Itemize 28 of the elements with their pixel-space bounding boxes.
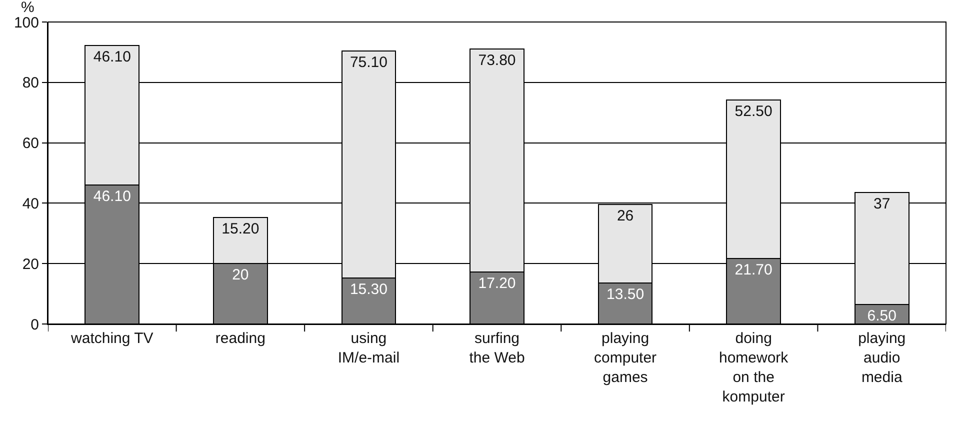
y-tick-label: 0	[30, 316, 39, 334]
data-label: 17.20	[478, 275, 516, 292]
data-label: 75.10	[350, 54, 388, 71]
y-tick-label: 80	[22, 74, 39, 92]
y-tick-label: 60	[22, 135, 39, 152]
x-tick-label: playing audio media	[858, 330, 906, 386]
y-axis-title: %	[21, 0, 34, 16]
data-label: 52.50	[734, 102, 772, 120]
x-tick-label: reading	[215, 330, 266, 347]
x-tick-label: watching TV	[70, 330, 154, 347]
x-tick-label: playing computer games	[594, 330, 657, 386]
data-label: 26	[616, 208, 634, 225]
data-label: 6.50	[867, 307, 896, 324]
data-label: 37	[874, 196, 890, 213]
data-label: 46.10	[93, 188, 131, 205]
data-label: 46.10	[93, 48, 131, 66]
y-tick-label: 20	[22, 256, 39, 273]
data-label: 21.70	[734, 261, 772, 278]
x-tick-label: doing homework on the komputer	[718, 330, 789, 406]
data-label: 73.80	[478, 52, 516, 70]
x-tick-label: using IM/e-mail	[338, 330, 400, 366]
x-tick-label: surfing the Web	[469, 330, 525, 366]
data-label: 15.20	[222, 220, 260, 238]
data-label: 13.50	[606, 286, 644, 304]
data-label: 15.30	[350, 280, 388, 298]
y-tick-label: 100	[14, 14, 39, 32]
y-tick-label: 40	[22, 195, 39, 212]
data-label: 20	[232, 266, 249, 284]
